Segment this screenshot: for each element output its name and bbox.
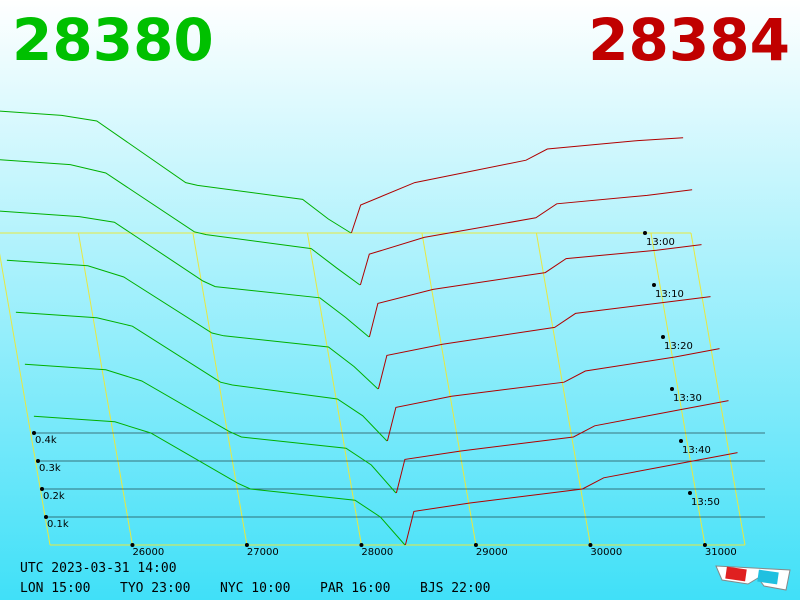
x-tick-dot (359, 543, 364, 547)
depth-tick-dot (36, 459, 40, 463)
utc-time: UTC 2023-03-31 14:00 (20, 561, 177, 576)
x-tick-label: 31000 (705, 547, 737, 558)
depth-tick-label: 0.2k (43, 491, 65, 502)
time-tick-label: 13:00 (646, 237, 675, 248)
x-grid-line (77, 232, 133, 546)
ask-price: 28384 (588, 6, 790, 74)
x-grid-line (535, 232, 591, 546)
time-tick-dot (661, 335, 665, 339)
time-tick-label: 13:40 (682, 445, 711, 456)
zone-time: BJS 22:00 (420, 581, 490, 596)
time-tick-label: 13:10 (655, 289, 684, 300)
x-tick-label: 27000 (247, 547, 279, 558)
zone-time: PAR 16:00 (320, 581, 390, 596)
ask-depth-line (377, 296, 711, 390)
ask-depth-line (395, 400, 729, 494)
depth-tick-dot (44, 515, 48, 519)
x-tick-dot (588, 543, 593, 547)
ask-depth-line (350, 137, 684, 234)
time-tick-dot (670, 387, 674, 391)
depth-tick-dot (40, 487, 44, 491)
x-tick-dot (244, 543, 249, 547)
depth-tick-label: 0.3k (39, 463, 61, 474)
x-tick-dot (702, 543, 707, 547)
x-tick-label: 30000 (590, 547, 622, 558)
x-grid-line (421, 232, 477, 546)
left-edge (0, 253, 51, 546)
plot: 26000 27000 28000 29000 30000 31000 0.1k 0.2k 0.… (0, 110, 765, 558)
x-grid-line (650, 232, 706, 546)
depth-tick-label: 0.1k (47, 519, 69, 530)
x-tick-dot (130, 543, 135, 547)
depth-tick-dot (32, 431, 36, 435)
zone-time: LON 15:00 (20, 581, 90, 596)
bid-depth-line (0, 210, 370, 338)
bid-depth-line (6, 259, 379, 390)
bid-depth-line (0, 159, 361, 286)
bid-depth-line (24, 363, 397, 494)
depth-tick-label: 0.4k (35, 435, 57, 446)
ask-depth-line (404, 452, 738, 546)
time-tick-dot (643, 231, 647, 235)
bid-price: 28380 (12, 6, 214, 74)
time-tick-dot (652, 283, 656, 287)
x-tick-label: 26000 (132, 547, 164, 558)
time-tick-dot (679, 439, 683, 443)
time-tick-label: 13:20 (664, 341, 693, 352)
x-tick-dot (473, 543, 478, 547)
zone-time: TYO 23:00 (120, 581, 190, 596)
time-zones: LON 15:00 TYO 23:00 NYC 10:00 PAR 16:00 BJS … (20, 581, 490, 596)
time-tick-dot (688, 491, 692, 495)
x-grid-line (192, 232, 248, 546)
x-tick-label: 28000 (361, 547, 393, 558)
time-tick-label: 13:30 (673, 393, 702, 404)
ask-depth-line (368, 244, 702, 338)
zone-time: NYC 10:00 (220, 581, 290, 596)
x-grid-line (306, 232, 362, 546)
x-tick-label: 29000 (476, 547, 508, 558)
ask-depth-line (359, 189, 693, 286)
bid-depth-line (33, 415, 406, 546)
time-tick-label: 13:50 (691, 497, 720, 508)
bid-depth-line (15, 311, 388, 442)
3d-glasses-icon (715, 565, 791, 591)
right-edge (690, 232, 746, 546)
bid-depth-line (0, 110, 352, 234)
ask-depth-line (386, 348, 720, 442)
